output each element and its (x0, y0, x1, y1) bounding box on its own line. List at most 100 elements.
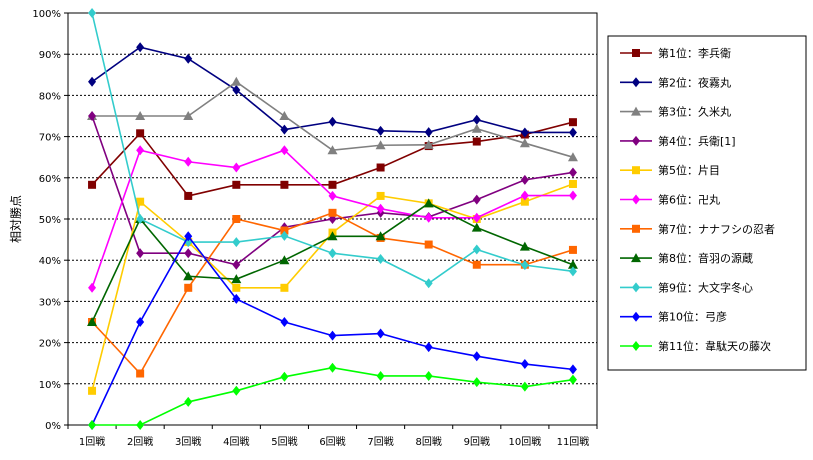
data-point (184, 191, 193, 200)
data-point (232, 215, 241, 223)
data-point (232, 283, 241, 292)
data-point (88, 111, 97, 121)
data-point (280, 124, 289, 135)
y-tick-label: 100% (32, 9, 61, 20)
data-point (136, 129, 145, 138)
legend-label: 第11位：韋駄天の藤次 (658, 339, 771, 353)
data-point (328, 208, 337, 217)
legend-marker (632, 77, 640, 88)
data-point (472, 377, 481, 388)
series-line (92, 366, 574, 426)
data-point (376, 370, 385, 381)
data-point (136, 420, 145, 430)
data-point (280, 371, 289, 382)
data-point (88, 386, 97, 395)
data-point (136, 214, 145, 224)
legend-marker (632, 341, 640, 351)
data-point (280, 145, 289, 156)
data-point (472, 212, 481, 223)
x-tick-labels: 1回戦 2回戦 3回戦 4回戦 5回戦 6回戦 7回戦 8回戦 9回戦 10回戦 11回戦 (79, 435, 589, 448)
data-point (136, 248, 145, 259)
data-point (376, 163, 385, 172)
data-point (376, 191, 385, 200)
y-tick-label: 10% (39, 380, 61, 391)
legend-item: 第7位：ナナフシの忍者 (620, 222, 775, 236)
y-tick-label: 20% (39, 339, 61, 350)
legend-label: 第7位：ナナフシの忍者 (658, 222, 775, 236)
data-point (280, 283, 289, 292)
data-point (280, 230, 289, 241)
data-point (568, 179, 577, 188)
y-tick-label: 90% (39, 50, 61, 61)
legend-label: 第1位：李兵衛 (658, 46, 731, 60)
data-point (232, 162, 241, 173)
legend-marker (632, 135, 640, 146)
legend-label: 第9位：大文字冬心 (658, 280, 753, 294)
data-point (519, 138, 530, 148)
data-point (231, 76, 242, 86)
legend-label: 第5位：片目 (658, 163, 720, 177)
data-point (184, 248, 193, 259)
legend-item: 第3位：久米丸 (620, 105, 731, 119)
data-point (471, 222, 482, 232)
legend-label: 第3位：久米丸 (658, 105, 731, 119)
legend-marker (632, 282, 640, 293)
y-tick-label: 40% (39, 256, 61, 267)
legend-marker (631, 253, 641, 263)
data-point (136, 42, 145, 53)
data-point (376, 125, 385, 136)
series-3 (87, 76, 578, 162)
data-point (568, 167, 577, 178)
data-point (87, 317, 98, 326)
data-point (136, 369, 145, 378)
legend-item: 第1位：李兵衛 (620, 46, 731, 60)
data-point (183, 111, 194, 120)
data-point (232, 237, 241, 248)
data-point (472, 244, 481, 255)
data-point (424, 127, 433, 138)
data-point (376, 253, 385, 264)
legend-marker (632, 311, 640, 322)
series-group (87, 8, 578, 430)
data-point (376, 328, 385, 339)
data-point (520, 359, 529, 370)
legend-label: 第4位：兵衛[1] (658, 134, 736, 148)
data-point (280, 226, 289, 235)
data-point (568, 245, 577, 254)
legend-marker (631, 106, 641, 116)
x-tick-label: 4回戦 (223, 435, 249, 448)
data-point (327, 145, 338, 155)
data-point (280, 180, 289, 189)
axes (64, 12, 598, 429)
data-point (184, 231, 193, 242)
legend-item: 第9位：大文字冬心 (620, 280, 753, 294)
data-point (519, 241, 530, 251)
data-point (424, 370, 433, 381)
x-tick-label: 3回戦 (175, 435, 201, 448)
data-point (423, 198, 434, 208)
data-point (183, 271, 194, 281)
data-point (232, 259, 241, 270)
data-point (472, 137, 481, 146)
y-tick-label: 30% (39, 297, 61, 308)
y-tick-labels: 0% 10% 20% 30% 40% 50% 60% 70% 80% 90% 100% (32, 9, 61, 432)
data-point (568, 118, 577, 127)
legend-marker (632, 194, 640, 205)
x-tick-label: 9回戦 (464, 435, 490, 448)
y-tick-label: 80% (39, 91, 61, 102)
data-point (184, 283, 193, 292)
y-axis-label: 相対勝点 (8, 195, 23, 243)
data-point (232, 385, 241, 396)
data-point (376, 203, 385, 214)
data-point (88, 282, 97, 293)
series-10 (88, 231, 577, 430)
series-9 (88, 8, 577, 289)
data-point (375, 140, 386, 150)
legend-box (607, 35, 807, 371)
x-tick-label: 7回戦 (367, 435, 393, 448)
data-point (567, 259, 578, 269)
data-point (184, 53, 193, 64)
y-tick-label: 60% (39, 174, 61, 185)
data-point (328, 116, 337, 127)
